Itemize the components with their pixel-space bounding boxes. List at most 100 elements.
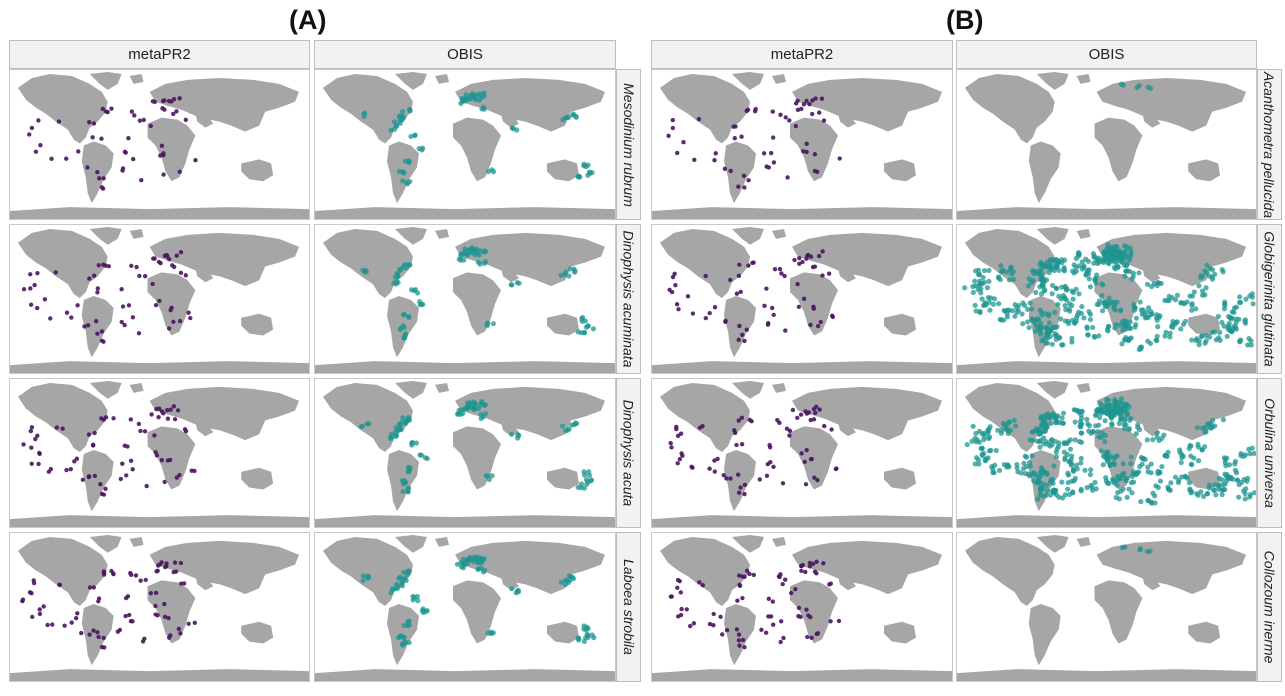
occurrence-point <box>1217 329 1223 336</box>
occurrence-point <box>169 99 174 104</box>
land-mass <box>652 669 952 681</box>
occurrence-point <box>1242 317 1248 323</box>
occurrence-point <box>1136 270 1142 276</box>
occurrence-point <box>737 323 742 329</box>
occurrence-point <box>1155 470 1161 477</box>
occurrence-point <box>464 405 470 411</box>
occurrence-point <box>796 605 802 611</box>
occurrence-point <box>712 469 717 474</box>
occurrence-point <box>820 249 825 254</box>
occurrence-point <box>95 286 100 291</box>
occurrence-point <box>35 433 40 438</box>
occurrence-point <box>1001 307 1007 314</box>
occurrence-point <box>29 425 35 430</box>
occurrence-point <box>28 286 33 291</box>
land-mass <box>772 228 786 239</box>
occurrence-point <box>1040 276 1046 282</box>
occurrence-point <box>581 330 587 336</box>
occurrence-point <box>183 117 189 123</box>
occurrence-point <box>405 489 411 495</box>
occurrence-point <box>1063 307 1069 313</box>
world-map <box>957 380 1256 527</box>
occurrence-point <box>812 475 817 480</box>
occurrence-point <box>679 606 684 612</box>
occurrence-point <box>162 479 167 485</box>
land-mass <box>1036 380 1069 399</box>
occurrence-point <box>1145 464 1151 470</box>
occurrence-point <box>732 428 737 433</box>
occurrence-point <box>576 637 582 643</box>
occurrence-point <box>750 260 755 266</box>
land-mass <box>435 73 449 84</box>
occurrence-point <box>1110 478 1116 484</box>
occurrence-point <box>1030 277 1036 284</box>
occurrence-point <box>177 318 183 324</box>
occurrence-point <box>1219 477 1225 483</box>
occurrence-point <box>1066 458 1073 464</box>
occurrence-point <box>1011 417 1017 423</box>
occurrence-point <box>571 422 577 428</box>
occurrence-point <box>1131 304 1137 310</box>
occurrence-point <box>793 586 798 592</box>
land-mass <box>149 540 300 595</box>
occurrence-point <box>585 172 591 178</box>
land-mass <box>660 382 750 453</box>
occurrence-point <box>1198 275 1204 281</box>
occurrence-point <box>821 561 826 566</box>
occurrence-point <box>1012 313 1018 319</box>
occurrence-point <box>1120 486 1126 492</box>
occurrence-point <box>995 427 1001 433</box>
occurrence-point <box>186 310 191 315</box>
occurrence-point <box>1101 259 1107 266</box>
occurrence-point <box>461 98 467 104</box>
row-strip-a-1: Mesodinium rubrum <box>616 69 641 220</box>
column-strip-b-metapr2: metaPR2 <box>651 40 953 69</box>
occurrence-point <box>737 262 742 267</box>
occurrence-point <box>765 322 771 327</box>
occurrence-point <box>810 561 816 566</box>
occurrence-point <box>143 577 148 583</box>
land-mass <box>1076 228 1091 239</box>
occurrence-point <box>976 282 982 289</box>
land-mass <box>964 536 1055 607</box>
occurrence-point <box>980 274 986 280</box>
occurrence-point <box>1035 270 1041 276</box>
occurrence-point <box>801 296 807 301</box>
occurrence-point <box>120 461 125 466</box>
occurrence-point <box>399 579 405 586</box>
occurrence-point <box>818 319 823 325</box>
occurrence-point <box>177 169 182 175</box>
occurrence-point <box>1046 311 1052 317</box>
occurrence-point <box>172 560 178 565</box>
occurrence-point <box>406 568 412 574</box>
occurrence-point <box>1100 308 1106 314</box>
occurrence-point <box>1067 308 1073 314</box>
occurrence-point <box>803 569 808 575</box>
occurrence-point <box>798 412 804 417</box>
land-mass <box>884 467 916 490</box>
occurrence-point <box>761 151 767 156</box>
occurrence-point <box>712 158 717 163</box>
land-mass <box>195 113 214 128</box>
occurrence-point <box>28 302 34 307</box>
occurrence-point <box>996 467 1003 474</box>
occurrence-point <box>192 468 197 474</box>
occurrence-point <box>1153 483 1159 489</box>
occurrence-point <box>1233 316 1239 322</box>
land-mass <box>149 77 300 132</box>
map-cell <box>9 224 310 374</box>
occurrence-point <box>509 125 515 131</box>
occurrence-point <box>100 106 106 112</box>
occurrence-point <box>1119 341 1125 347</box>
occurrence-point <box>1087 471 1094 478</box>
occurrence-point <box>1036 317 1042 323</box>
occurrence-point <box>415 598 421 604</box>
occurrence-point <box>688 623 693 629</box>
land-mass <box>957 207 1256 219</box>
occurrence-point <box>828 581 833 586</box>
occurrence-point <box>1103 475 1109 481</box>
occurrence-point <box>41 604 46 609</box>
occurrence-point <box>80 477 86 482</box>
occurrence-point <box>670 125 675 131</box>
occurrence-point <box>804 149 809 155</box>
